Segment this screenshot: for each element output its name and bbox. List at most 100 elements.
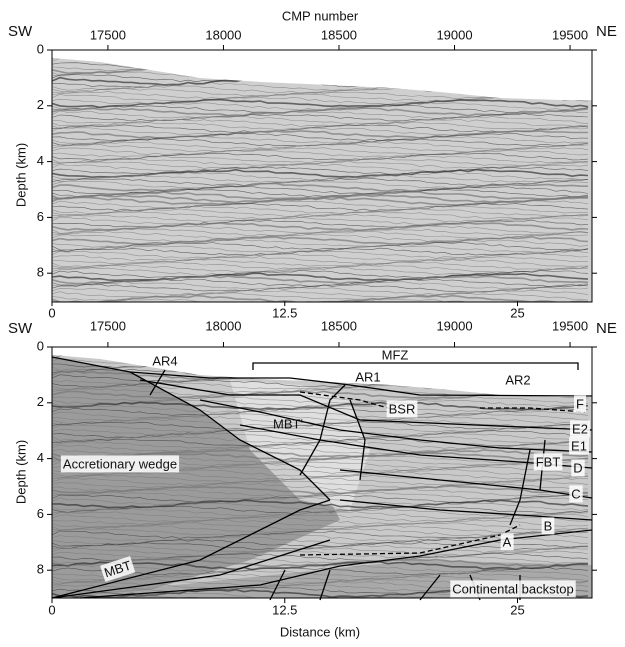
annotation-box — [533, 453, 563, 471]
x-tick-label: 18500 — [321, 27, 357, 42]
reflection — [52, 253, 589, 262]
annotation: E1 — [571, 438, 587, 453]
annotation-box — [569, 485, 583, 503]
reflection — [52, 242, 589, 251]
x-tick-label: 17500 — [90, 27, 126, 42]
reflection — [52, 147, 589, 156]
y-tick-label: 6 — [37, 506, 44, 521]
reflection — [52, 228, 589, 237]
reflection — [52, 235, 589, 246]
reflection — [52, 544, 589, 553]
y-tick-label: 0 — [37, 41, 44, 56]
x-tick-label: 25 — [510, 306, 524, 321]
reflection — [52, 480, 589, 489]
x-tick-label: 19000 — [436, 27, 472, 42]
annotation-box — [571, 459, 585, 477]
reflection — [52, 196, 588, 207]
x-tick-label: 18500 — [321, 318, 357, 333]
reflection — [52, 267, 589, 276]
reflection — [52, 283, 589, 293]
annotation: AR4 — [152, 353, 177, 368]
x-tick-label: 19500 — [552, 27, 588, 42]
reflection — [52, 427, 589, 436]
annotation: Continental backstop — [452, 581, 573, 596]
reflection — [52, 560, 589, 571]
annotation: Accretionary wedge — [63, 456, 177, 471]
annotation: B — [544, 518, 553, 533]
reflection — [52, 471, 589, 481]
reflection — [52, 144, 589, 153]
reflection — [52, 118, 589, 127]
reflection — [52, 58, 589, 63]
x-tick-label: 19000 — [436, 318, 472, 333]
y-tick-label: 2 — [37, 394, 44, 409]
reflection — [52, 508, 589, 517]
x-axis-title: CMP number — [282, 8, 359, 23]
reflection — [52, 410, 589, 419]
reflection — [52, 429, 589, 439]
reflection — [52, 141, 589, 150]
reflection — [52, 491, 589, 500]
seismic-texture — [52, 49, 592, 302]
reflection — [52, 203, 589, 212]
reflection — [52, 575, 589, 584]
reflection — [52, 129, 588, 139]
x-tick-label: 18000 — [205, 318, 241, 333]
reflection — [52, 519, 589, 528]
reflection — [52, 49, 588, 57]
corner-label: SW — [8, 23, 33, 40]
y-axis-title: Depth (km) — [13, 440, 28, 504]
y-tick-label: 6 — [37, 209, 44, 224]
annotation: A — [503, 534, 512, 549]
reflection — [52, 58, 589, 61]
y-tick-label: 0 — [37, 338, 44, 353]
annotation: E2 — [572, 421, 588, 436]
reflection — [52, 516, 589, 526]
reflection — [52, 261, 589, 270]
reflection — [52, 443, 589, 452]
reflection — [52, 536, 589, 545]
x-tick-label: 12.5 — [272, 306, 297, 321]
x-tick-label: 19500 — [552, 318, 588, 333]
annotation-box — [60, 455, 180, 473]
reflection — [52, 269, 589, 279]
annotation: MBT' — [273, 416, 303, 431]
reflection — [52, 355, 589, 360]
annotation-box — [570, 420, 590, 438]
annotation-box — [500, 533, 514, 551]
reflection — [52, 58, 589, 66]
reflection — [52, 528, 589, 537]
annotation: AR1 — [355, 369, 380, 384]
annotation: BSR — [389, 401, 416, 416]
reflection — [52, 155, 589, 164]
y-tick-label: 2 — [37, 97, 44, 112]
x-axis-title: Distance (km) — [280, 624, 360, 639]
reflection — [52, 570, 589, 578]
annotation: C — [571, 486, 580, 501]
reflection — [52, 160, 589, 169]
corner-label: NE — [596, 23, 617, 40]
annotation-box — [541, 517, 555, 535]
reflection — [52, 488, 589, 497]
reflection — [52, 211, 589, 220]
x-tick-label: 18000 — [205, 27, 241, 42]
reflection — [52, 101, 589, 111]
reflection — [52, 107, 589, 117]
reflection — [52, 594, 589, 598]
y-tick-label: 8 — [37, 562, 44, 577]
reflection — [52, 205, 589, 215]
reflection — [52, 466, 589, 475]
reflection — [52, 522, 589, 531]
annotation-box — [450, 580, 576, 598]
reflection — [52, 474, 589, 484]
reflection — [52, 247, 589, 256]
reflection — [52, 152, 589, 161]
x-tick-label: 25 — [510, 603, 524, 618]
reflection — [52, 496, 589, 506]
reflection — [52, 566, 589, 575]
x-tick-label: 12.5 — [272, 603, 297, 618]
reflection — [52, 239, 589, 248]
reflection — [52, 200, 589, 209]
interpretation — [51, 356, 593, 601]
